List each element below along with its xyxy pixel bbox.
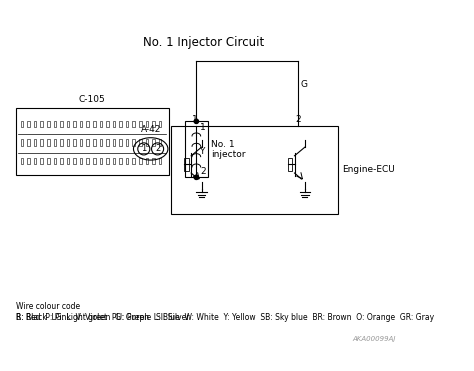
Bar bbox=[139, 158, 142, 164]
Bar bbox=[152, 158, 155, 164]
Bar bbox=[27, 158, 30, 164]
Bar bbox=[132, 121, 135, 127]
Text: Y: Y bbox=[199, 147, 204, 156]
Bar bbox=[139, 139, 142, 145]
Bar bbox=[113, 121, 115, 127]
Bar bbox=[34, 121, 36, 127]
Text: 2: 2 bbox=[155, 144, 160, 153]
Bar bbox=[139, 121, 142, 127]
Bar bbox=[60, 139, 63, 145]
Text: G: G bbox=[301, 80, 308, 89]
Bar bbox=[126, 139, 128, 145]
Text: 2: 2 bbox=[295, 115, 301, 124]
Ellipse shape bbox=[134, 138, 168, 160]
Bar bbox=[146, 121, 148, 127]
Bar bbox=[73, 158, 76, 164]
Text: 1: 1 bbox=[200, 123, 206, 132]
Bar bbox=[106, 121, 109, 127]
Bar bbox=[73, 139, 76, 145]
Bar bbox=[185, 121, 208, 177]
Bar bbox=[54, 158, 56, 164]
Bar bbox=[67, 121, 69, 127]
Bar bbox=[159, 121, 161, 127]
Bar bbox=[93, 121, 96, 127]
Bar bbox=[159, 139, 161, 145]
Bar bbox=[119, 121, 122, 127]
Bar bbox=[40, 158, 43, 164]
Text: No. 1 Injector Circuit: No. 1 Injector Circuit bbox=[144, 36, 264, 49]
Bar bbox=[34, 139, 36, 145]
Bar bbox=[21, 158, 23, 164]
Bar bbox=[34, 158, 36, 164]
Bar bbox=[27, 121, 30, 127]
Bar bbox=[159, 158, 161, 164]
Bar bbox=[86, 139, 89, 145]
Bar bbox=[106, 158, 109, 164]
Bar bbox=[54, 121, 56, 127]
Bar bbox=[100, 139, 102, 145]
Bar bbox=[40, 139, 43, 145]
Text: A-42: A-42 bbox=[140, 125, 161, 134]
Text: Wire colour code
B: Black  LG: Light green  G: Green  L: Blue  W: White  Y: Yell: Wire colour code B: Black LG: Light gree… bbox=[16, 302, 434, 322]
Bar bbox=[40, 121, 43, 127]
Bar bbox=[47, 121, 50, 127]
Circle shape bbox=[194, 175, 199, 180]
Bar bbox=[47, 158, 50, 164]
Bar bbox=[106, 139, 109, 145]
Bar bbox=[152, 121, 155, 127]
Bar bbox=[146, 158, 148, 164]
Bar bbox=[126, 121, 128, 127]
Bar bbox=[80, 158, 82, 164]
Bar bbox=[16, 108, 169, 175]
Bar bbox=[146, 139, 148, 145]
Bar bbox=[119, 158, 122, 164]
Bar bbox=[54, 139, 56, 145]
Text: No. 1
injector: No. 1 injector bbox=[211, 139, 246, 159]
Bar bbox=[80, 121, 82, 127]
Bar bbox=[93, 158, 96, 164]
Bar bbox=[100, 121, 102, 127]
Bar bbox=[126, 158, 128, 164]
Bar bbox=[86, 158, 89, 164]
Text: 1: 1 bbox=[141, 144, 146, 153]
Bar bbox=[119, 139, 122, 145]
Bar bbox=[132, 158, 135, 164]
Bar bbox=[113, 158, 115, 164]
Bar bbox=[171, 126, 338, 214]
Bar bbox=[184, 158, 189, 171]
Bar bbox=[113, 139, 115, 145]
Bar bbox=[100, 158, 102, 164]
Text: Engine-ECU: Engine-ECU bbox=[342, 165, 395, 174]
Bar bbox=[73, 121, 76, 127]
Text: 1: 1 bbox=[192, 115, 198, 124]
Bar bbox=[132, 139, 135, 145]
Text: 2: 2 bbox=[200, 167, 206, 175]
Bar bbox=[152, 139, 155, 145]
Bar bbox=[21, 139, 23, 145]
Text: R: Red  P: Pink  V: Violet  PU: Purple  SI: Silver: R: Red P: Pink V: Violet PU: Purple SI: … bbox=[16, 312, 189, 322]
Bar bbox=[86, 121, 89, 127]
Text: C-105: C-105 bbox=[79, 95, 106, 104]
Circle shape bbox=[194, 119, 199, 124]
Bar bbox=[21, 121, 23, 127]
Bar bbox=[27, 139, 30, 145]
Circle shape bbox=[138, 143, 150, 155]
Bar bbox=[47, 139, 50, 145]
Bar bbox=[67, 158, 69, 164]
Bar bbox=[60, 158, 63, 164]
Bar bbox=[60, 121, 63, 127]
Bar bbox=[288, 158, 292, 171]
Bar bbox=[67, 139, 69, 145]
Text: AKA00099AJ: AKA00099AJ bbox=[353, 336, 396, 342]
Bar bbox=[80, 139, 82, 145]
Circle shape bbox=[152, 143, 164, 155]
Bar bbox=[93, 139, 96, 145]
